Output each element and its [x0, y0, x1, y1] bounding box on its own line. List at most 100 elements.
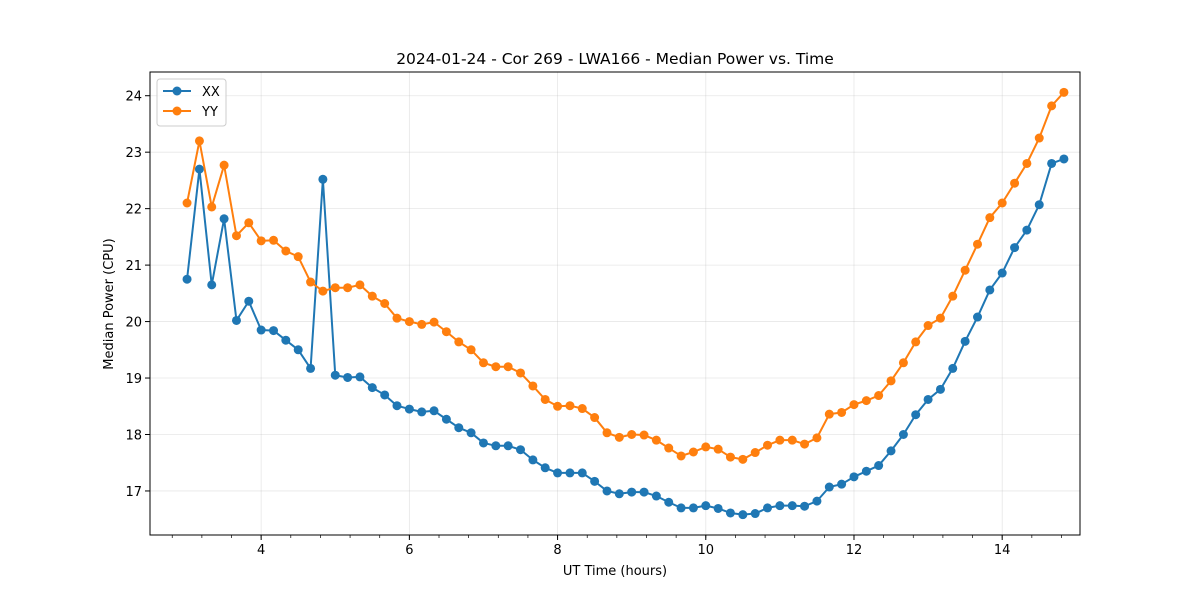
series-xx-point [602, 486, 612, 496]
series-yy-point [861, 396, 871, 406]
series-xx-point [281, 335, 291, 345]
series-xx-point [688, 503, 698, 513]
series-xx-point [627, 487, 637, 497]
series-yy-point [516, 368, 526, 378]
series-yy-point [478, 358, 488, 368]
series-xx-point [911, 410, 921, 420]
series-yy-point [466, 345, 476, 355]
series-xx-point [800, 501, 810, 511]
legend-yy-label: YY [201, 105, 218, 120]
series-xx-point [898, 430, 908, 439]
series-xx-point [973, 312, 983, 322]
series-xx-point [849, 472, 859, 482]
series-xx-point [503, 441, 513, 451]
series-xx-point [874, 461, 884, 471]
series-xx-point [812, 496, 822, 506]
series-xx-point [985, 285, 995, 295]
series-yy-point [318, 286, 328, 296]
series-xx-point [516, 445, 526, 455]
series-yy-point [1047, 101, 1057, 111]
y-tick-label: 20 [125, 316, 142, 331]
series-yy-point [1022, 158, 1032, 168]
series-xx-point [763, 503, 773, 513]
series-yy-point [343, 283, 353, 293]
series-xx-point [392, 401, 402, 411]
series-yy-point [973, 239, 983, 249]
series-yy-point [602, 428, 612, 438]
series-yy-point [565, 401, 575, 411]
series-xx-point [923, 394, 933, 404]
y-tick-label: 23 [125, 146, 142, 161]
x-tick-label: 8 [553, 543, 561, 558]
series-yy-point [219, 160, 229, 170]
series-xx-point [207, 280, 217, 290]
series-xx-point [1022, 225, 1032, 235]
series-yy-point [985, 213, 995, 223]
x-tick-label: 10 [698, 543, 715, 558]
series-xx-point [725, 508, 735, 518]
y-tick-label: 17 [125, 485, 142, 500]
legend-yy-marker [172, 106, 182, 116]
x-tick-label: 14 [994, 543, 1011, 558]
series-xx-point [861, 466, 871, 476]
series-yy-point [404, 317, 414, 327]
legend-entry-yy: YY [163, 105, 218, 120]
series-layer [182, 87, 1069, 520]
series-xx-point [1010, 243, 1020, 253]
series-xx-point [713, 503, 723, 513]
series-xx-point [330, 370, 340, 380]
series-xx-point [824, 482, 834, 492]
series-xx-point [614, 489, 624, 499]
series-xx-point [738, 510, 748, 520]
series-xx-point [935, 384, 945, 394]
series-xx-point [750, 509, 760, 519]
series-xx-point [256, 325, 266, 335]
series-yy-point [182, 198, 192, 208]
series-xx-point [960, 336, 970, 346]
series-yy-point [713, 444, 723, 454]
series-xx-point [380, 390, 390, 400]
series-yy-point [664, 443, 674, 453]
series-yy-point [886, 376, 896, 386]
series-xx-point [269, 326, 279, 336]
series-yy-point [293, 252, 303, 262]
series-yy-point [528, 381, 538, 391]
series-xx-point [590, 476, 600, 486]
x-tick-label: 12 [846, 543, 863, 558]
y-tick-label: 21 [125, 259, 142, 274]
series-xx-point [219, 214, 229, 224]
series-yy-point [837, 407, 847, 417]
series-xx-point [491, 441, 501, 451]
series-yy-point [367, 291, 377, 301]
series-xx-point [639, 487, 649, 497]
series-yy-point [948, 291, 958, 301]
chart-title: 2024-01-24 - Cor 269 - LWA166 - Median P… [396, 50, 834, 68]
series-xx-point [343, 372, 353, 382]
series-xx-point [478, 438, 488, 448]
series-yy-point [849, 400, 859, 410]
series-xx-point [194, 164, 204, 174]
y-tick-label: 22 [125, 203, 142, 218]
series-xx-point [577, 468, 587, 478]
series-xx-point [367, 383, 377, 393]
series-yy-point [874, 391, 884, 401]
series-yy-point [491, 362, 501, 372]
series-yy-point [651, 435, 661, 445]
series-xx-point [565, 468, 575, 478]
series-xx-point [429, 406, 439, 416]
series-yy-point [750, 448, 760, 458]
series-yy-point [960, 265, 970, 275]
x-axis-ticks: 4 6 8 10 12 14 [171, 535, 1062, 558]
series-xx-point [886, 446, 896, 456]
series-xx-point [1059, 154, 1069, 164]
y-tick-label: 19 [125, 372, 142, 387]
series-yy-point [898, 358, 908, 368]
series-yy-point [441, 327, 451, 337]
y-tick-label: 18 [125, 428, 142, 443]
series-xx-point [540, 463, 550, 473]
x-axis-label: UT Time (hours) [563, 564, 667, 579]
series-xx-point [244, 296, 254, 306]
series-yy-point [330, 283, 340, 293]
series-xx-point [837, 479, 847, 489]
